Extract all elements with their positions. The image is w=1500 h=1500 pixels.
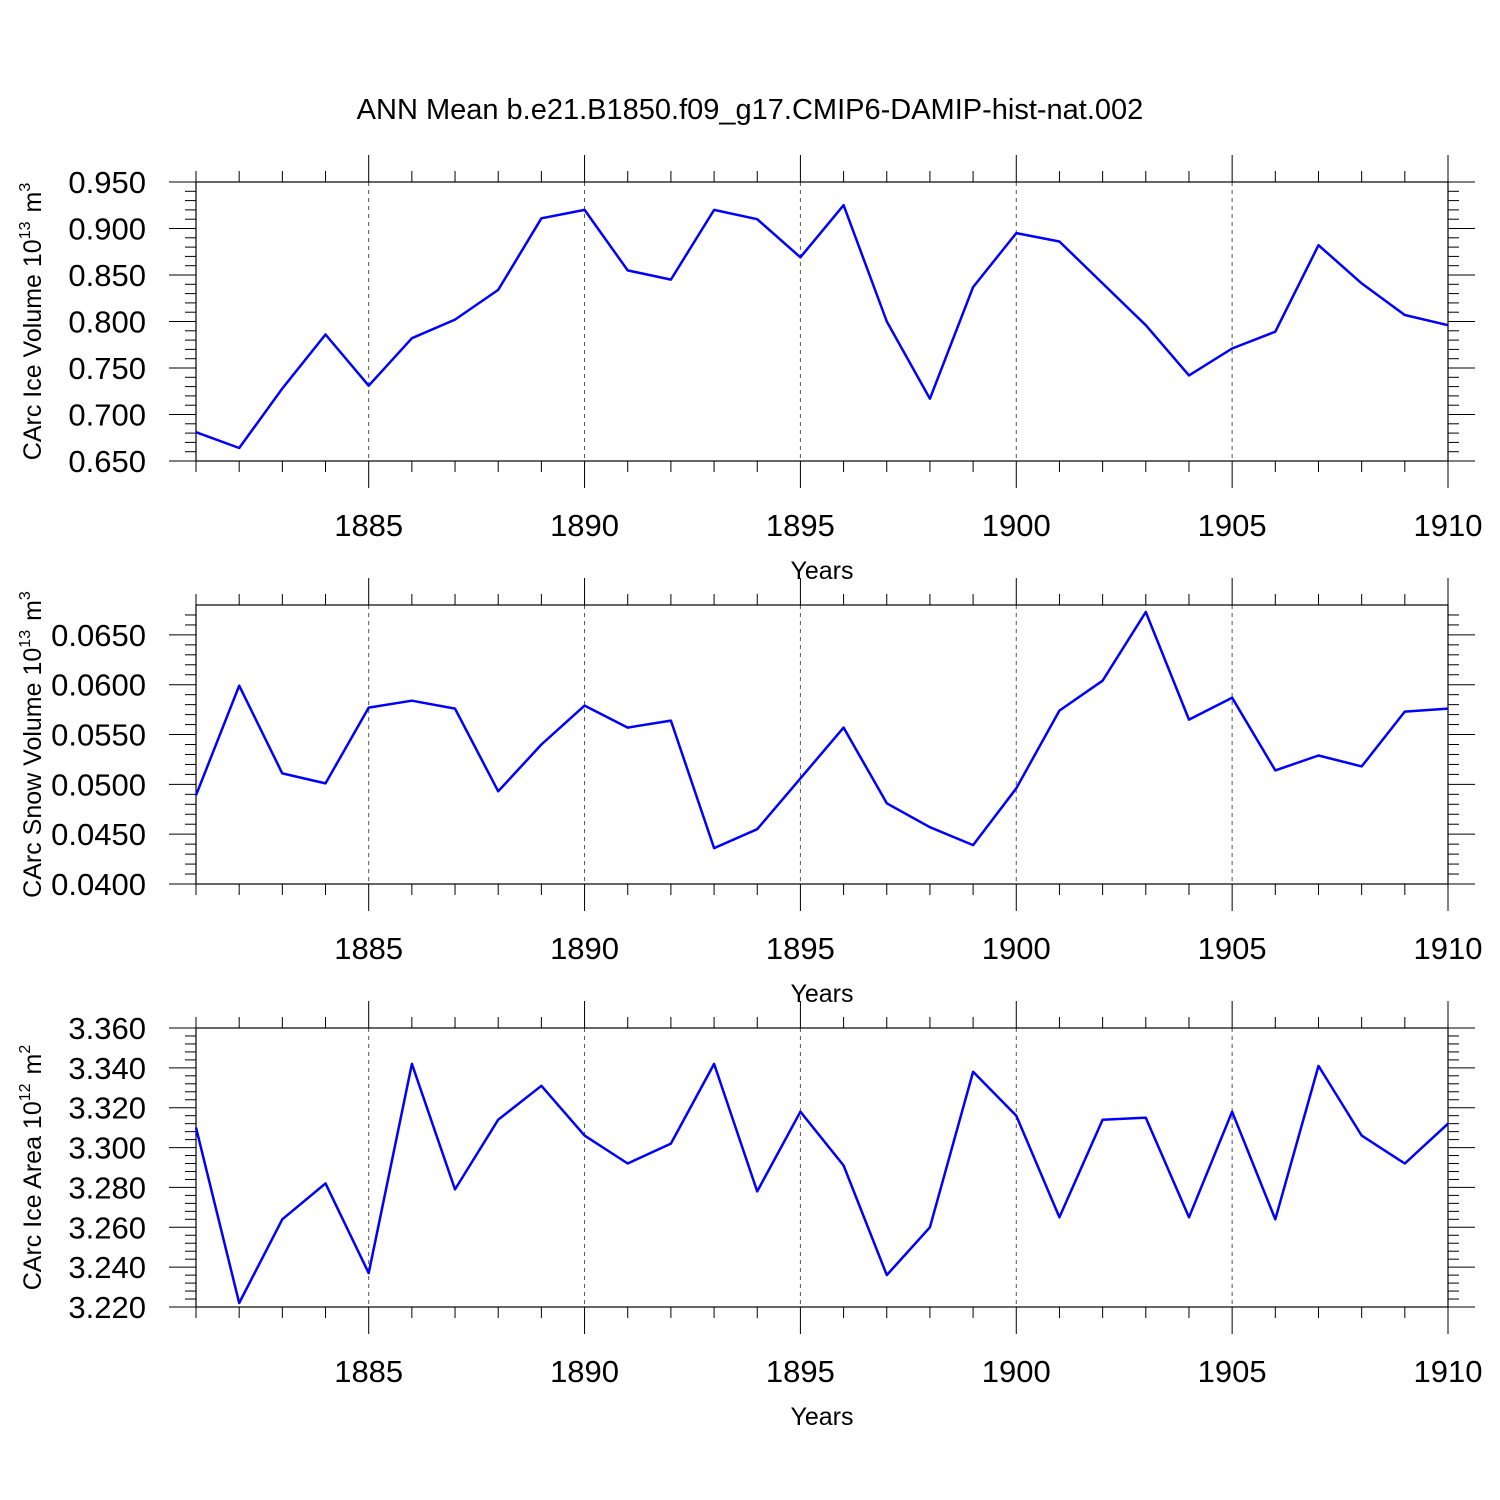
x-tick-label: 1910 (1414, 931, 1483, 966)
x-tick-label: 1890 (550, 1354, 619, 1389)
x-axis-label: Years (790, 980, 853, 1008)
y-tick-label: 0.0650 (51, 618, 146, 653)
x-tick-label: 1885 (334, 1354, 403, 1389)
y-tick-label: 0.0600 (51, 668, 146, 703)
y-tick-label: 3.340 (68, 1051, 146, 1086)
y-axis-label: CArc Ice Volume 1013 m3 (17, 183, 47, 461)
y-tick-label: 0.0450 (51, 817, 146, 852)
x-tick-label: 1910 (1414, 1354, 1483, 1389)
x-tick-label: 1910 (1414, 508, 1483, 543)
y-tick-label: 0.850 (68, 258, 146, 293)
x-tick-label: 1885 (334, 508, 403, 543)
y-axis-label-main: CArc Ice Volume 10 (19, 239, 47, 460)
series-line (194, 610, 1449, 850)
y-axis-label-unit-exponent: 2 (17, 1045, 34, 1054)
y-axis-label-unit: m (19, 192, 47, 213)
panel-2: 1885 1890 1895 1900 1905 1910 0.0400 0.0450 0.05… (17, 578, 1482, 1008)
x-axis-label: Years (790, 557, 853, 585)
y-tick-label: 3.280 (68, 1170, 146, 1205)
x-tick-label: 1905 (1198, 931, 1267, 966)
x-tick-label: 1895 (766, 931, 835, 966)
x-tick-label: 1905 (1198, 1354, 1267, 1389)
y-tick-label: 0.0500 (51, 767, 146, 802)
y-axis-label-main: CArc Ice Area 10 (19, 1101, 47, 1290)
x-axis-label: Years (790, 1403, 853, 1431)
y-tick-label: 3.220 (68, 1290, 146, 1325)
y-tick-label: 3.240 (68, 1250, 146, 1285)
y-tick-label: 0.650 (68, 444, 146, 479)
x-tick-label: 1900 (982, 931, 1051, 966)
y-axis-label-main: CArc Snow Volume 10 (19, 648, 47, 898)
panel-1: 1885 1890 1895 1900 1905 1910 0.650 0.700 0.750 0… (17, 155, 1482, 585)
x-tick-label: 1890 (550, 508, 619, 543)
y-axis-label-exponent: 12 (17, 1083, 34, 1101)
x-tick-label: 1900 (982, 1354, 1051, 1389)
plot-frame (195, 181, 1449, 462)
y-tick-label: 0.0550 (51, 718, 146, 753)
panels: 1885 1890 1895 1900 1905 1910 0.650 0.700 0.750 0… (17, 155, 1482, 1431)
y-tick-label: 0.750 (68, 351, 146, 386)
x-tick-label: 1900 (982, 508, 1051, 543)
plot-frame (195, 1027, 1449, 1308)
y-tick-label: 0.800 (68, 305, 146, 340)
y-tick-label: 3.260 (68, 1210, 146, 1245)
series-line (194, 1062, 1449, 1305)
y-axis-label: CArc Ice Area 1012 m2 (17, 1045, 47, 1291)
y-tick-label: 0.0400 (51, 867, 146, 902)
x-tick-label: 1905 (1198, 508, 1267, 543)
y-tick-label: 3.360 (68, 1011, 146, 1046)
y-axis-label-exponent: 13 (17, 630, 34, 648)
y-tick-label: 3.320 (68, 1091, 146, 1126)
series-line (195, 203, 1449, 450)
x-tick-label: 1895 (766, 1354, 835, 1389)
x-tick-label: 1885 (334, 931, 403, 966)
y-tick-label: 0.900 (68, 212, 146, 247)
y-axis-label-unit-exponent: 3 (17, 183, 34, 192)
y-axis-label-unit: m (19, 1054, 47, 1075)
chart-title: ANN Mean b.e21.B1850.f09_g17.CMIP6-DAMIP… (357, 94, 1144, 126)
y-tick-label: 3.300 (68, 1131, 146, 1166)
y-axis-label-exponent: 13 (17, 221, 34, 239)
y-tick-label: 0.700 (68, 398, 146, 433)
y-tick-label: 0.950 (68, 165, 146, 200)
panel-3: 1885 1890 1895 1900 1905 1910 3.220 3.240 3.260 3… (17, 1001, 1482, 1431)
x-tick-label: 1895 (766, 508, 835, 543)
y-axis-label-unit: m (19, 600, 47, 621)
y-axis-label: CArc Snow Volume 1013 m3 (17, 591, 47, 898)
y-axis-label-unit-exponent: 3 (17, 591, 34, 600)
x-tick-label: 1890 (550, 931, 619, 966)
